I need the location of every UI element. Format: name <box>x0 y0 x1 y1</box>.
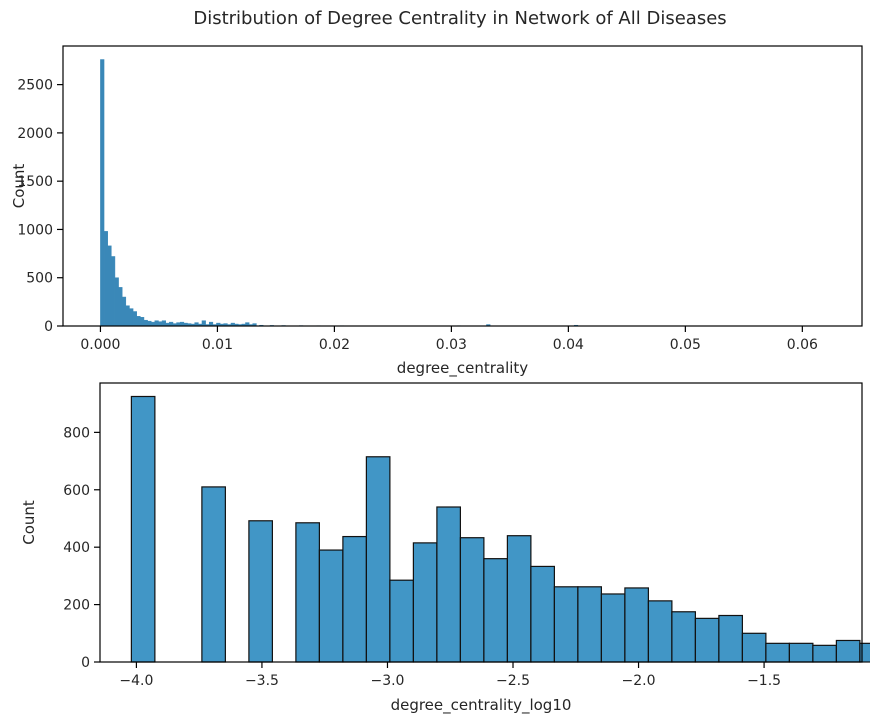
bar-1 <box>103 231 108 327</box>
bar-15 <box>154 320 159 327</box>
x-tick-label: 0.04 <box>553 337 584 353</box>
bars <box>130 395 870 663</box>
x-tick-label: −1.5 <box>747 673 781 689</box>
bar-20 <box>694 617 720 663</box>
bar-8 <box>412 542 438 663</box>
bar-10 <box>136 316 141 327</box>
y-axis-label: Count <box>10 164 28 209</box>
x-tick-label: 0.01 <box>202 337 233 353</box>
x-tick-label: −4.0 <box>119 673 153 689</box>
bar-25 <box>812 644 837 663</box>
y-tick-label: 1000 <box>17 222 53 238</box>
bar-7 <box>389 579 414 663</box>
bar-4 <box>114 277 119 327</box>
bar-2 <box>248 520 273 663</box>
bar-8 <box>129 308 134 327</box>
bar-27 <box>859 642 870 663</box>
x-axis-label: degree_centrality <box>397 359 529 378</box>
bars <box>100 59 825 327</box>
bar-3 <box>111 256 116 327</box>
y-tick-label: 0 <box>81 655 90 671</box>
y-ticks: 0 500 1000 1500 2000 2500 <box>17 78 63 335</box>
y-tick-label: 500 <box>26 271 53 287</box>
bar-21 <box>718 614 743 663</box>
figure-title: Distribution of Degree Centrality in Net… <box>193 8 726 29</box>
bar-4 <box>318 549 344 663</box>
bar-10 <box>459 537 485 663</box>
bar-5 <box>342 535 367 663</box>
bar-15 <box>577 586 602 663</box>
histogram-degree-centrality: 0.000 0.01 0.02 0.03 0.04 0.05 0.06 0 500 1000 15… <box>10 45 863 378</box>
y-ticks: 0 200 400 600 800 <box>63 425 100 671</box>
bar-23 <box>765 642 790 663</box>
bar-9 <box>132 311 137 327</box>
x-tick-label: 0.05 <box>670 337 701 353</box>
x-tick-label: −2.5 <box>496 673 530 689</box>
bar-6 <box>365 456 391 663</box>
x-tick-label: 0.000 <box>80 337 120 353</box>
y-tick-label: 600 <box>63 483 90 499</box>
x-tick-label: 0.06 <box>787 337 818 353</box>
x-tick-label: −3.0 <box>370 673 404 689</box>
bar-19 <box>671 611 696 663</box>
bar-12 <box>143 319 148 327</box>
y-tick-label: 1500 <box>17 174 53 190</box>
y-tick-label: 400 <box>63 540 90 556</box>
bar-7 <box>125 305 130 327</box>
bar-3 <box>295 522 320 663</box>
bar-12 <box>506 535 532 663</box>
y-tick-label: 200 <box>63 598 90 614</box>
y-axis-label: Count <box>20 500 38 545</box>
x-tick-label: 0.02 <box>319 337 350 353</box>
axes-frame <box>62 45 863 327</box>
bar-16 <box>600 593 626 663</box>
bar-14 <box>553 586 579 663</box>
x-tick-label: 0.03 <box>436 337 467 353</box>
x-ticks: 0.000 0.01 0.02 0.03 0.04 0.05 0.06 <box>80 326 818 353</box>
bar-11 <box>140 317 145 327</box>
bar-13 <box>530 565 555 663</box>
histogram-degree-centrality-log10: −4.0 −3.5 −3.0 −2.5 −2.0 −1.5 0 200 400 600 800 d… <box>20 382 870 715</box>
y-tick-label: 800 <box>63 425 90 441</box>
y-tick-label: 0 <box>44 319 53 335</box>
y-tick-label: 2000 <box>17 126 53 142</box>
bar-11 <box>483 558 508 663</box>
bar-17 <box>624 587 649 663</box>
bar-22 <box>741 632 767 663</box>
bar-1 <box>201 486 226 663</box>
x-tick-label: −3.5 <box>245 673 279 689</box>
bar-26 <box>835 639 861 663</box>
x-tick-label: −2.0 <box>622 673 656 689</box>
bar-18 <box>647 600 673 663</box>
bar-6 <box>121 296 127 327</box>
bar-0 <box>130 395 156 663</box>
bar-0 <box>100 59 105 327</box>
bar-16 <box>158 321 163 327</box>
axes-frame <box>99 382 863 663</box>
bar-2 <box>107 245 112 327</box>
x-ticks: −4.0 −3.5 −3.0 −2.5 −2.0 −1.5 <box>119 662 781 689</box>
bar-9 <box>436 506 461 663</box>
bar-17 <box>161 320 166 327</box>
bar-5 <box>118 287 123 327</box>
bar-24 <box>788 642 814 663</box>
bar-28 <box>201 320 206 327</box>
y-tick-label: 2500 <box>17 78 53 94</box>
bar-13 <box>147 320 152 327</box>
x-axis-label: degree_centrality_log10 <box>391 696 572 715</box>
